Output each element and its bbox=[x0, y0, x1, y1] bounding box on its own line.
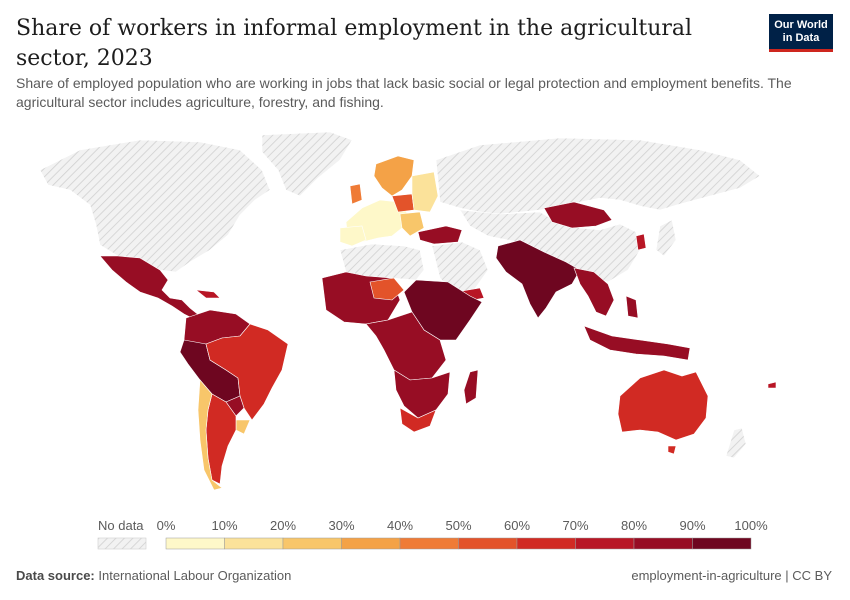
map-region-russia[interactable] bbox=[435, 137, 761, 215]
map-region-east-africa[interactable] bbox=[403, 279, 483, 341]
map-region-tasmania[interactable] bbox=[667, 445, 677, 455]
map-region-niger-chad[interactable] bbox=[369, 277, 405, 301]
legend-tick-label: 90% bbox=[679, 518, 705, 533]
map-region-indonesia[interactable] bbox=[583, 325, 691, 361]
map-region-turkey[interactable] bbox=[417, 225, 463, 245]
map-region-mexico[interactable] bbox=[99, 255, 201, 321]
legend-no-data-label: No data bbox=[98, 518, 144, 533]
chart-subtitle: Share of employed population who are wor… bbox=[16, 75, 792, 110]
map-region-mongolia[interactable] bbox=[543, 201, 613, 229]
legend-bin[interactable] bbox=[633, 537, 693, 550]
map-region-iberia[interactable] bbox=[339, 225, 367, 247]
footer-license[interactable]: employment-in-agriculture | CC BY bbox=[631, 568, 832, 583]
legend-tick-label: 30% bbox=[328, 518, 354, 533]
color-legend: No data 0% 10% 20% 30% 40% 50% 60% 70% 80% 90% 100… bbox=[97, 518, 768, 550]
chart-title: Share of workers in informal employment … bbox=[16, 16, 693, 71]
legend-bin[interactable] bbox=[165, 537, 225, 550]
legend-bin[interactable] bbox=[692, 537, 752, 550]
map-region-balkans[interactable] bbox=[399, 211, 425, 237]
map-region-australia[interactable] bbox=[617, 369, 709, 441]
map-region-south-asia[interactable] bbox=[495, 239, 581, 319]
map-region-new-zealand[interactable] bbox=[725, 427, 747, 459]
map-region-korea[interactable] bbox=[635, 233, 647, 251]
legend-bins bbox=[165, 537, 752, 550]
owid-logo[interactable]: Our World in Data bbox=[769, 14, 833, 52]
legend-tick-label: 0% bbox=[157, 518, 176, 533]
legend-bin[interactable] bbox=[516, 537, 576, 550]
map-region-philippines[interactable] bbox=[625, 295, 639, 319]
data-source: Data source: International Labour Organi… bbox=[16, 568, 291, 583]
map-region-uk[interactable] bbox=[349, 183, 363, 205]
map-region-central-africa[interactable] bbox=[365, 311, 447, 381]
legend-tick-label: 20% bbox=[270, 518, 296, 533]
map-region-north-america[interactable] bbox=[39, 139, 271, 273]
map-region-japan[interactable] bbox=[655, 219, 677, 257]
map-region-pacific-islands[interactable] bbox=[767, 381, 777, 389]
legend-tick-label: 70% bbox=[562, 518, 588, 533]
legend-bin[interactable] bbox=[341, 537, 401, 550]
legend-bin[interactable] bbox=[575, 537, 635, 550]
legend-ticks: 0% 10% 20% 30% 40% 50% 60% 70% 80% 90% 100% bbox=[157, 518, 768, 533]
logo-line-1: Our World bbox=[774, 18, 828, 31]
legend-tick-label: 40% bbox=[387, 518, 413, 533]
world-map[interactable] bbox=[0, 120, 850, 510]
logo-line-2: in Data bbox=[782, 31, 820, 44]
legend-bin[interactable] bbox=[282, 537, 342, 550]
legend-bin[interactable] bbox=[399, 537, 459, 550]
map-region-south-africa[interactable] bbox=[399, 407, 437, 433]
legend-tick-label: 50% bbox=[445, 518, 471, 533]
map-region-southern-africa[interactable] bbox=[393, 369, 451, 419]
map-region-caribbean[interactable] bbox=[195, 289, 221, 299]
data-source-label: Data source: bbox=[16, 568, 95, 583]
map-region-chile[interactable] bbox=[197, 379, 223, 491]
legend-tick-label: 80% bbox=[621, 518, 647, 533]
data-source-value[interactable]: International Labour Organization bbox=[98, 568, 292, 583]
legend-tick-label: 10% bbox=[211, 518, 237, 533]
map-region-madagascar[interactable] bbox=[463, 369, 479, 405]
map-region-eastern-europe[interactable] bbox=[411, 171, 439, 213]
map-region-scandinavia[interactable] bbox=[373, 155, 415, 197]
map-region-greenland[interactable] bbox=[261, 131, 353, 197]
map-region-brazil[interactable] bbox=[205, 323, 289, 421]
map-region-southeast-asia[interactable] bbox=[573, 267, 615, 317]
map-region-middle-east[interactable] bbox=[431, 241, 489, 293]
legend-no-data-swatch bbox=[97, 537, 147, 550]
map-region-uruguay[interactable] bbox=[235, 419, 251, 435]
legend-bin[interactable] bbox=[458, 537, 518, 550]
legend-tick-label: 100% bbox=[734, 518, 768, 533]
legend-tick-label: 60% bbox=[504, 518, 530, 533]
legend-bin[interactable] bbox=[224, 537, 284, 550]
